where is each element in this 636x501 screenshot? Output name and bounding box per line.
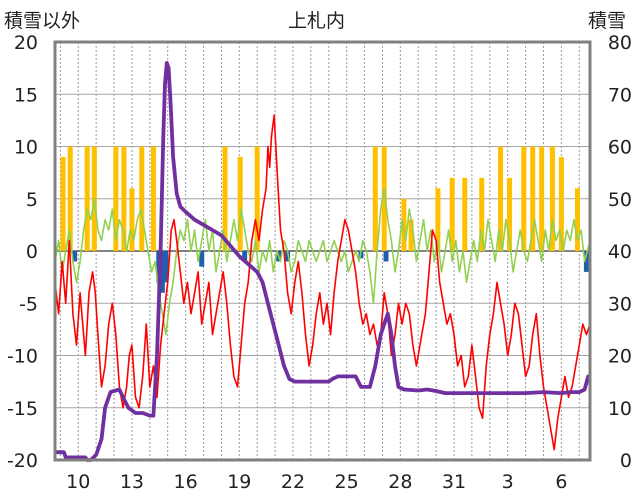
- x-tick-label: 31: [442, 471, 466, 493]
- left-tick-label: 5: [26, 189, 38, 211]
- negative-bar: [163, 251, 169, 283]
- plot-frame: [53, 40, 592, 462]
- x-axis-ticks: 10 13 16 19 22 25 28 31 3 6: [66, 471, 567, 493]
- precip-bar: [449, 177, 455, 251]
- precip-bar: [150, 146, 156, 251]
- precip-bar: [401, 198, 407, 251]
- precip-bar: [372, 146, 378, 251]
- left-tick-label: 20: [14, 32, 38, 54]
- x-tick-label: 28: [388, 471, 412, 493]
- line-series: [54, 61, 592, 462]
- temperature-line: [54, 114, 591, 451]
- precip-bar: [139, 146, 145, 251]
- x-tick-label: 6: [555, 471, 567, 493]
- left-tick-label: 0: [26, 241, 38, 263]
- bar-series: [60, 146, 589, 293]
- right-tick-label: 80: [608, 32, 632, 54]
- precip-bar: [539, 146, 545, 251]
- right-tick-label: 50: [608, 189, 632, 211]
- snow-depth-line: [55, 61, 592, 462]
- right-tick-label: 60: [608, 137, 632, 159]
- x-tick-label: 16: [174, 471, 198, 493]
- negative-bar: [242, 251, 248, 262]
- precip-bar: [574, 188, 580, 251]
- precip-bar: [84, 146, 90, 251]
- x-tick-label: 22: [281, 471, 305, 493]
- precip-bar: [462, 177, 468, 251]
- x-tick-label: 19: [227, 471, 251, 493]
- precip-bar: [113, 146, 119, 251]
- precip-bar: [60, 156, 66, 251]
- precip-bar: [549, 146, 555, 251]
- x-tick-label: 3: [502, 471, 514, 493]
- right-tick-label: 0: [620, 450, 632, 472]
- left-axis-ticks: 20 15 10 5 0 -5 -10 -15 -20: [7, 32, 38, 472]
- precip-bar: [408, 219, 414, 251]
- negative-bar: [199, 251, 205, 267]
- x-tick-label: 25: [335, 471, 359, 493]
- left-tick-label: -15: [7, 398, 38, 420]
- right-tick-label: 30: [608, 293, 632, 315]
- left-tick-label: -20: [7, 450, 38, 472]
- precip-bar: [381, 146, 387, 251]
- negative-bar: [72, 251, 78, 262]
- right-axis-title: 積雪: [588, 10, 627, 32]
- precip-bar: [521, 146, 527, 251]
- precip-bar: [479, 177, 485, 251]
- chart-title: 上札内: [288, 10, 346, 32]
- precip-bar: [558, 156, 564, 251]
- left-axis-title: 積雪以外: [4, 10, 81, 32]
- precip-bar: [254, 146, 260, 251]
- precip-bar: [67, 146, 73, 251]
- precip-bar: [129, 188, 135, 251]
- right-axis-ticks: 80 70 60 50 40 30 20 10 0: [608, 32, 632, 472]
- precip-bar: [498, 146, 504, 251]
- left-tick-label: 15: [14, 84, 38, 106]
- right-tick-label: 10: [608, 398, 632, 420]
- precip-bar: [506, 177, 512, 251]
- precip-bar: [121, 146, 127, 251]
- negative-bar: [285, 251, 291, 262]
- wind-line: [54, 187, 591, 336]
- right-tick-label: 40: [608, 241, 632, 263]
- precip-bar: [237, 156, 243, 251]
- left-tick-label: -10: [7, 346, 38, 368]
- left-tick-label: -5: [19, 293, 38, 315]
- left-tick-label: 10: [14, 137, 38, 159]
- negative-bar: [159, 251, 165, 293]
- precip-bar: [530, 146, 536, 251]
- precip-bar: [435, 188, 441, 251]
- negative-bar: [583, 251, 589, 272]
- right-tick-label: 20: [608, 346, 632, 368]
- precip-bar: [222, 146, 228, 251]
- negative-bar: [383, 251, 389, 262]
- x-tick-label: 13: [120, 471, 144, 493]
- right-tick-label: 70: [608, 84, 632, 106]
- x-tick-label: 10: [66, 471, 90, 493]
